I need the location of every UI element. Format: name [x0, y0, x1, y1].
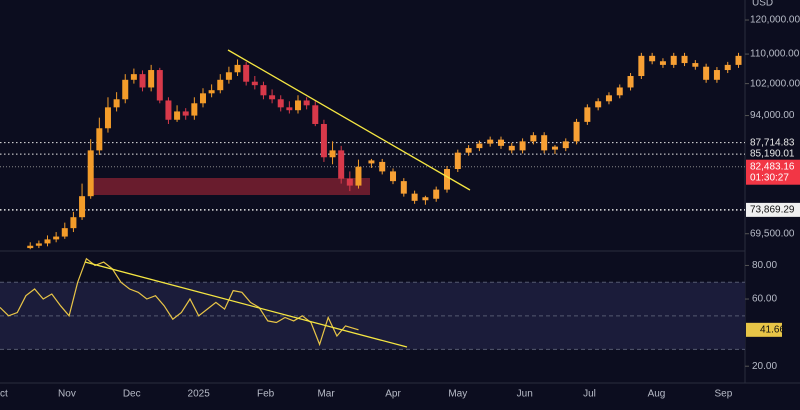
candle-body	[199, 93, 206, 104]
trendline	[227, 49, 471, 191]
candle-body	[260, 85, 267, 96]
candle-body	[346, 178, 353, 186]
x-tick-label: Oct	[0, 389, 8, 400]
candle-body	[338, 150, 345, 179]
candle-body	[234, 64, 241, 73]
candle-body	[156, 70, 163, 101]
candle-body	[191, 103, 198, 116]
level-label-box	[746, 135, 800, 150]
candle-body	[329, 150, 336, 158]
candle-body	[243, 64, 250, 82]
x-tick-label: 2025	[188, 389, 211, 400]
x-tick-label: Apr	[385, 389, 401, 400]
candle-body	[79, 196, 86, 218]
current-price-box	[746, 159, 800, 185]
x-tick-label: Nov	[58, 389, 76, 400]
level-label-box	[746, 202, 800, 217]
y-tick-label: 80.00	[752, 260, 777, 271]
candle-body	[295, 100, 301, 111]
candle-body	[312, 105, 319, 124]
candle-body	[217, 79, 224, 91]
candle-body	[182, 111, 189, 116]
candle-body	[208, 90, 215, 94]
candle-body	[96, 128, 103, 151]
candle-body	[277, 99, 284, 108]
current-price-label: 82,483.16	[750, 161, 795, 172]
y-tick-label: 69,500.00	[750, 228, 795, 239]
countdown: 01:30:27	[750, 172, 789, 183]
candle-body	[35, 243, 42, 246]
candle-body	[44, 239, 51, 244]
x-tick-label: Jun	[517, 389, 533, 400]
candle-body	[122, 79, 129, 100]
x-tick-label: Mar	[317, 389, 335, 400]
level-label: 85,190.01	[750, 149, 795, 160]
candle-body	[174, 111, 181, 120]
y-tick-label: 110,000.00	[750, 49, 800, 60]
candle-body	[355, 166, 362, 186]
x-tick-label: May	[448, 389, 467, 400]
rsi-value-label: 41.66	[760, 324, 785, 335]
candle-body	[286, 107, 293, 111]
y-tick-label: 20.00	[752, 361, 777, 372]
candle-body	[53, 236, 60, 240]
level-label: 73,869.29	[750, 205, 795, 216]
rsi-line	[0, 257, 359, 347]
candle-body	[113, 99, 120, 108]
level-label-box	[746, 147, 800, 162]
candle-body	[225, 72, 232, 80]
y-tick-label: 94,000.00	[750, 110, 795, 121]
currency: USD	[752, 0, 773, 9]
candle-body	[303, 100, 310, 106]
level-label: 87,714.83	[750, 137, 795, 148]
x-tick-label: Feb	[257, 389, 275, 400]
candle-body	[269, 95, 276, 100]
x-tick-label: Sep	[715, 389, 733, 400]
candle-body	[70, 217, 77, 229]
candle-body	[320, 123, 327, 158]
rsi-value-box	[746, 322, 782, 337]
candle-body	[148, 70, 155, 88]
candle-body	[87, 150, 94, 197]
rsi-trendline	[84, 261, 408, 348]
candle-body	[165, 100, 172, 120]
x-tick-label: Jul	[583, 389, 596, 400]
candle-body	[139, 74, 146, 88]
y-tick-label: 60.00	[752, 294, 777, 305]
demand-zone	[88, 178, 370, 195]
y-tick-label: 102,000.00	[750, 78, 800, 89]
x-tick-label: Aug	[648, 389, 666, 400]
candle-body	[251, 81, 258, 86]
candle-body	[130, 74, 137, 80]
x-tick-label: Dec	[123, 389, 141, 400]
candle-body	[27, 245, 34, 249]
y-tick-label: 120,000.00	[750, 15, 800, 26]
candle-body	[104, 107, 111, 129]
candle-body	[61, 228, 68, 237]
